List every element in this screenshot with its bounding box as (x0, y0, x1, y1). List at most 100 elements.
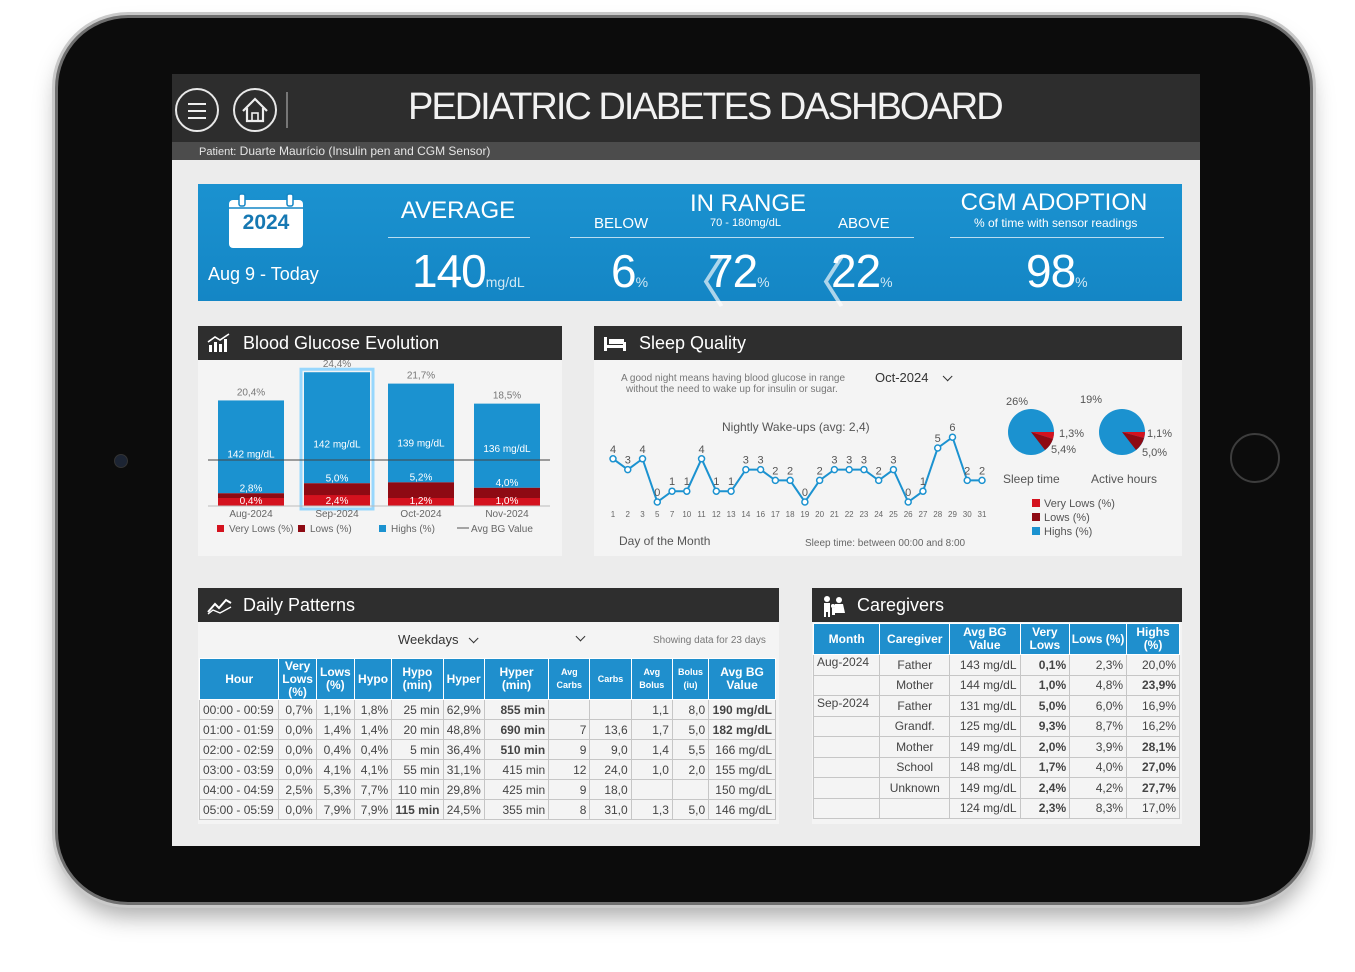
table-cell: 0,4% (315, 739, 355, 760)
sleep-note-2: without the need to wake up for insulin … (626, 384, 838, 395)
table-cell: 6,0% (1069, 695, 1128, 717)
below-number: 6 (611, 245, 637, 297)
column-header[interactable]: Month (812, 623, 881, 655)
x-tick-label: 19 (800, 510, 809, 519)
table-cell: 8 (548, 799, 591, 820)
data-point (874, 476, 883, 485)
column-header[interactable]: Avg Bolus (630, 658, 673, 700)
date-range[interactable]: Aug 9 - Today (208, 264, 319, 284)
column-header[interactable]: Highs (%) (1126, 623, 1180, 655)
table-row[interactable]: 03:00 - 03:59 0,0% 4,1% 4,1% 55 min 31,1% 415 … (198, 759, 776, 780)
panel-title: Caregivers (857, 595, 945, 615)
column-header[interactable]: Hypo (min) (391, 658, 444, 700)
hamburger-menu-icon[interactable] (175, 88, 219, 132)
table-cell: 8,0 (671, 699, 710, 720)
table-cell: 04:00 - 04:59 (198, 779, 280, 800)
x-tick-label: 22 (845, 510, 854, 519)
table-cell: 1,1% (315, 699, 355, 720)
table-cell: 55 min (391, 759, 444, 780)
table-cell: 8,3% (1069, 797, 1128, 819)
x-tick-label: 26 (904, 510, 913, 519)
pie1-label: Sleep time (1003, 472, 1060, 486)
column-header[interactable]: Lows (%) (315, 658, 355, 700)
table-cell: 9,3% (1019, 715, 1071, 737)
table-row[interactable]: Sep-2024 Father 131 mg/dL 5,0% 6,0% 16,9% (812, 695, 1180, 717)
table-cell: 9 (548, 739, 591, 760)
chevron-down-icon[interactable] (575, 631, 586, 642)
table-row[interactable]: 04:00 - 04:59 2,5% 5,3% 7,7% 110 min 29,8% 425… (198, 779, 776, 800)
table-row[interactable]: 00:00 - 00:59 0,7% 1,1% 1,8% 25 min 62,9% 855 … (198, 699, 776, 720)
home-icon[interactable] (233, 88, 277, 132)
weekdays-filter[interactable]: Weekdays (398, 632, 479, 647)
table-row[interactable]: School 148 mg/dL 1,7% 4,0% 27,0% (812, 756, 1180, 778)
column-header[interactable]: Avg Carbs (548, 658, 591, 700)
table-header-row: Hour Very Lows (%) Lows (%) Hypo Hypo (min) H… (198, 658, 776, 700)
column-header[interactable]: Bolus (iu) (671, 658, 710, 700)
x-tick-label: Nov-2024 (485, 509, 529, 520)
column-header[interactable]: Very Lows (1019, 623, 1071, 655)
device-home-button[interactable] (1230, 433, 1280, 483)
sleep-footer: Sleep time: between 00:00 and 8:00 (805, 538, 966, 549)
bar-avg-label: 139 mg/dL (397, 438, 445, 449)
column-header[interactable]: Hypo (353, 658, 393, 700)
table-cell: Sep-2024 (812, 695, 881, 717)
column-header[interactable]: Avg BG Value (708, 658, 776, 700)
table-cell: 5,0 (671, 799, 710, 820)
x-tick-label: 27 (919, 510, 928, 519)
column-header[interactable]: Hyper (442, 658, 485, 700)
caregivers-panel: Caregivers Month Caregiver Avg BG Value Ver… (812, 588, 1182, 824)
bar-very-lows-label: 2,4% (326, 496, 349, 507)
sleep-pies (1008, 409, 1145, 455)
table-cell: Father (879, 695, 951, 717)
panel-title: Daily Patterns (243, 595, 356, 615)
column-header[interactable]: Hour (198, 658, 280, 700)
column-header[interactable]: Lows (%) (1069, 623, 1128, 655)
table-cell: 150 mg/dL (708, 779, 776, 800)
table-row[interactable]: 05:00 - 05:59 0,0% 7,9% 7,9% 115 min 24,5% 355… (198, 799, 776, 820)
column-header[interactable]: Avg BG Value (949, 623, 1021, 655)
bar-highs (304, 372, 370, 484)
bar-highs (388, 383, 454, 483)
blood-glucose-panel: Blood Glucose Evolution 20,4% 142 mg/dL 2,… (198, 326, 562, 556)
table-row[interactable]: Grandf. 125 mg/dL 9,3% 8,7% 16,2% (812, 715, 1180, 737)
table-cell: 144 mg/dL (949, 674, 1021, 696)
column-header[interactable]: Very Lows (%) (278, 658, 317, 700)
table-row[interactable]: 02:00 - 02:59 0,0% 0,4% 0,4% 5 min 36,4% 510 m… (198, 739, 776, 760)
bar-very-lows-label: 1,0% (496, 496, 519, 507)
legend-very-lows: Very Lows (%) (229, 524, 293, 535)
data-point (771, 476, 780, 485)
pie1-very-lows: 1,3% (1059, 428, 1085, 440)
bar-highs-label: 18,5% (493, 391, 521, 402)
table-cell (589, 699, 632, 720)
legend-swatch (298, 525, 305, 532)
table-cell: 124 mg/dL (949, 797, 1021, 819)
data-label: 3 (831, 455, 837, 467)
table-cell: 25 min (391, 699, 444, 720)
data-label: 3 (625, 455, 631, 467)
column-header[interactable]: Caregiver (879, 623, 951, 655)
table-row[interactable]: 01:00 - 01:59 0,0% 1,4% 1,4% 20 min 48,8% 690 … (198, 719, 776, 740)
calendar-icon[interactable]: 2024 (228, 193, 304, 248)
table-row[interactable]: Mother 149 mg/dL 2,0% 3,9% 28,1% (812, 736, 1180, 758)
table-row[interactable]: Mother 144 mg/dL 1,0% 4,8% 23,9% (812, 674, 1180, 696)
table-cell: 0,4% (353, 739, 393, 760)
data-point (845, 465, 853, 474)
table-cell: 149 mg/dL (949, 777, 1021, 799)
x-tick-label: 14 (741, 510, 750, 519)
table-cell: 1,7% (1019, 756, 1071, 778)
data-point (889, 465, 898, 474)
month-select[interactable]: Oct-2024 (875, 370, 953, 385)
table-row[interactable]: Unknown 149 mg/dL 2,4% 4,2% 27,7% (812, 777, 1180, 799)
table-cell: 7 (548, 719, 591, 740)
table-cell: 0,0% (278, 719, 317, 740)
table-row[interactable]: Aug-2024 Father 143 mg/dL 0,1% 2,3% 20,0% (812, 654, 1180, 676)
table-row[interactable]: 124 mg/dL 2,3% 8,3% 17,0% (812, 797, 1180, 819)
data-point (712, 487, 721, 495)
column-header[interactable]: Hyper (min) (483, 658, 550, 700)
data-point (904, 498, 912, 506)
x-tick-label: 12 (712, 510, 721, 519)
column-header[interactable]: Carbs (589, 658, 632, 700)
bar-very-lows (218, 498, 284, 506)
legend-text: Highs (%) (1044, 526, 1093, 538)
bar-highs (474, 403, 540, 488)
